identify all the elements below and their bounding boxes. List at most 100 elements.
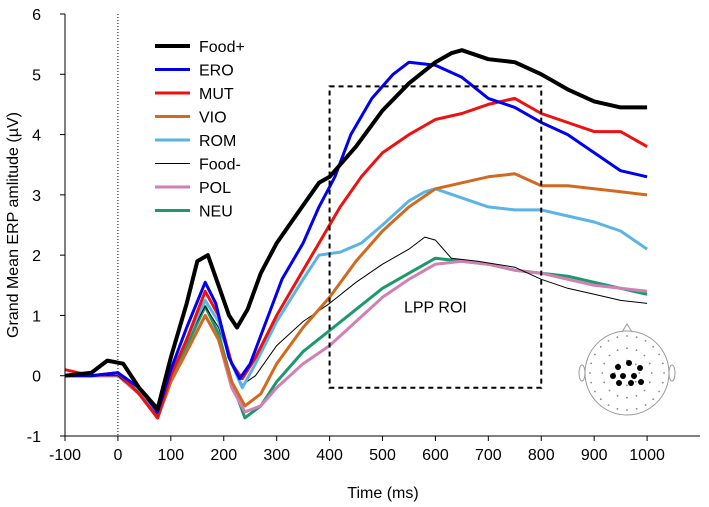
x-tick-label: 400 <box>316 447 343 464</box>
electrode-dot <box>599 398 602 401</box>
electrode-dot <box>635 407 638 410</box>
y-tick-label: 2 <box>32 248 41 265</box>
electrode-dot <box>626 384 628 387</box>
x-axis-label: Time (ms) <box>347 485 418 502</box>
electrode-dot <box>661 381 664 384</box>
roi-electrode-dot <box>628 380 634 386</box>
electrode-dot <box>589 372 591 374</box>
head-ear-left <box>578 364 586 382</box>
series-line-mut <box>64 96 648 420</box>
x-tick-label: 200 <box>210 447 237 464</box>
electrode-dot <box>607 340 610 342</box>
legend-label: VIO <box>199 110 227 127</box>
electrode-dot <box>607 404 610 406</box>
roi-rectangle <box>328 85 543 389</box>
electrode-dot <box>626 347 628 350</box>
electrode-dot <box>648 381 651 384</box>
electrode-dot <box>643 354 646 357</box>
series-line-rom <box>65 187 648 414</box>
x-tick-label: 800 <box>528 447 555 464</box>
electrode-dot <box>634 363 637 366</box>
y-tick-label: 0 <box>32 369 41 386</box>
y-axis-ticks: -1 0 1 2 3 4 5 6 <box>27 7 65 446</box>
x-tick-label: 0 <box>113 447 122 464</box>
electrode-dot <box>634 380 637 383</box>
y-tick-label: 3 <box>32 188 41 205</box>
electrode-dot <box>638 372 641 374</box>
electrode-dot <box>652 398 655 401</box>
roi-electrode-dot <box>620 373 626 379</box>
electrode-dot <box>658 390 660 393</box>
electrode-dot <box>650 372 653 374</box>
electrode-dot <box>635 349 638 352</box>
series-line-food-plus <box>64 48 648 411</box>
y-tick-label: 1 <box>32 308 41 325</box>
legend-label: Food+ <box>199 39 245 56</box>
legend-label: ERO <box>199 63 234 80</box>
electrode-dot <box>644 340 647 342</box>
legend-label: POL <box>199 180 231 197</box>
electrode-dot <box>601 372 604 374</box>
electrode-dot <box>603 381 606 384</box>
series-line-food-minus <box>65 236 648 416</box>
electrode-dot <box>626 396 628 399</box>
electrode-dot <box>661 362 664 365</box>
x-tick-label: 900 <box>581 447 608 464</box>
plot-area <box>64 14 648 436</box>
x-tick-label: 300 <box>263 447 290 464</box>
roi-electrode-dot <box>637 365 643 371</box>
electrode-dot <box>643 389 646 392</box>
x-tick-label: -100 <box>49 447 81 464</box>
roi-electrode-dot <box>631 373 637 379</box>
series-line-ero <box>65 60 648 414</box>
roi-electrode-dot <box>616 380 622 386</box>
electrode-dot <box>663 372 665 374</box>
electrode-dot <box>635 336 638 339</box>
y-tick-label: 5 <box>32 67 41 84</box>
roi-electrode-dot <box>626 360 632 366</box>
electrode-dot <box>603 362 606 365</box>
y-axis-label: Grand Mean ERP amlitude (µV) <box>5 112 22 338</box>
electrode-dot <box>616 394 619 397</box>
roi-electrode-dot <box>615 364 621 370</box>
electrode-dot <box>608 354 611 357</box>
series-line-vio <box>65 172 648 420</box>
x-axis-ticks: -100 0 100 200 300 400 500 600 700 800 900 1000 <box>49 436 665 464</box>
electrode-dot <box>652 345 655 348</box>
electrode-dot <box>608 389 611 392</box>
x-tick-label: 100 <box>157 447 184 464</box>
electrode-dot <box>626 335 628 337</box>
electrode-dot <box>616 349 619 352</box>
legend-label: Food- <box>199 157 241 174</box>
roi-label: LPP ROI <box>404 299 467 316</box>
electrode-head-map <box>578 323 676 416</box>
lpp-roi-box: LPP ROI <box>328 85 543 389</box>
electrode-dot <box>635 394 638 397</box>
electrode-dot <box>658 353 660 356</box>
legend-label: MUT <box>199 86 234 103</box>
head-ear-right <box>668 364 676 382</box>
electrode-dot <box>590 381 593 384</box>
series-line-pol <box>65 259 648 420</box>
electrode-dot <box>648 362 651 365</box>
roi-electrode-dot <box>610 373 616 379</box>
legend: Food+ ERO MUT VIO ROM Food- POL NEU <box>155 39 245 221</box>
head-nose <box>621 323 633 333</box>
electrode-dot <box>590 362 593 365</box>
electrode-dot <box>616 336 619 339</box>
legend-label: NEU <box>199 204 233 221</box>
legend-label: ROM <box>199 133 236 150</box>
electrode-dot <box>644 404 647 406</box>
electrode-dot <box>594 353 596 356</box>
x-tick-label: 600 <box>422 447 449 464</box>
roi-electrode-dot <box>638 379 644 385</box>
electrode-dot <box>599 345 602 348</box>
y-tick-label: 4 <box>32 128 41 145</box>
electrode-dot <box>616 407 619 410</box>
electrode-dot <box>594 390 596 393</box>
x-tick-label: 500 <box>369 447 396 464</box>
head-outline <box>584 330 670 416</box>
y-tick-label: 6 <box>32 7 41 24</box>
x-tick-label: 1000 <box>629 447 665 464</box>
